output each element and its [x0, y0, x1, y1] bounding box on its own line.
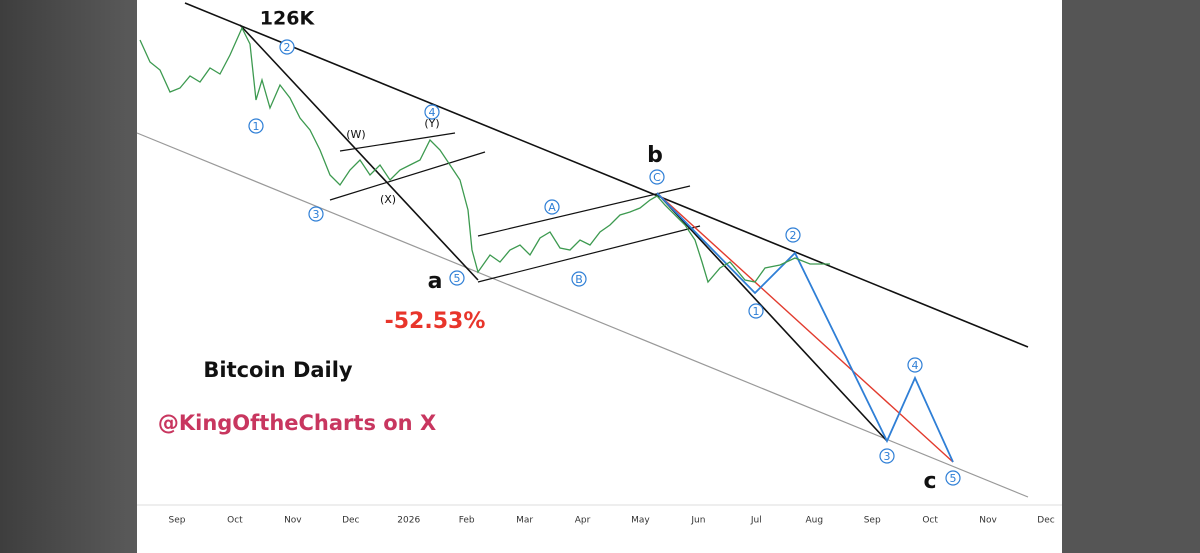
x-tick-label: May [631, 516, 650, 526]
annotation: -52.53% [385, 309, 486, 334]
annotation: c [923, 469, 936, 494]
wave-text: B [575, 273, 583, 286]
wave-label: 1 [748, 303, 764, 319]
wave-label: 3 [308, 206, 324, 222]
wave-text: 2 [790, 229, 797, 242]
wave-text: 2 [284, 41, 291, 54]
x-tick-label: Jul [750, 516, 762, 526]
wave-label: 4 [907, 357, 923, 373]
wave-text: 3 [313, 208, 320, 221]
x-tick-label: Dec [342, 516, 359, 526]
wave-text: 5 [950, 472, 957, 485]
annotation: (Y) [424, 117, 439, 130]
x-tick-label: Aug [805, 516, 823, 526]
wave-text: A [548, 201, 556, 214]
wave-label: 2 [279, 39, 295, 55]
x-tick-label: Feb [459, 516, 475, 526]
x-tick-label: Nov [979, 516, 997, 526]
x-tick-label: 2026 [397, 516, 420, 526]
annotation: 126K [260, 8, 316, 30]
x-tick-label: Oct [227, 516, 243, 526]
wave-label: 1 [248, 118, 264, 134]
wave-text: 5 [454, 272, 461, 285]
plot-area [137, 0, 1062, 553]
trend-lines [136, 2, 1029, 498]
x-tick-label: Jun [690, 516, 705, 526]
wave-text: 4 [429, 106, 436, 119]
price-path [139, 26, 830, 284]
wave-label: 3 [879, 448, 895, 464]
x-tick-label: Nov [284, 516, 302, 526]
x-axis: Sep Oct Nov Dec 2026 Feb Mar Apr May Jun Jul Aug Sep… [169, 516, 1055, 526]
annotation: b [647, 143, 663, 168]
wave-label: 5 [945, 470, 961, 486]
side-panel [0, 0, 137, 553]
wave-label: 5 [449, 270, 465, 286]
wave-text: 1 [753, 305, 760, 318]
x-tick-label: Sep [169, 516, 186, 526]
wave-text: 3 [884, 450, 891, 463]
chart-title: Bitcoin Daily [203, 358, 353, 382]
annotation: a [428, 269, 443, 294]
wave-label: C [649, 169, 665, 185]
wave-label: 2 [785, 227, 801, 243]
wave-text: C [653, 171, 661, 184]
x-tick-label: Dec [1037, 516, 1054, 526]
x-tick-label: Mar [516, 516, 533, 526]
wave-label: 4 [424, 104, 440, 120]
wave-text: 1 [253, 120, 260, 133]
wave-label: B [571, 271, 587, 287]
x-tick-label: Sep [864, 516, 881, 526]
wave-text: 4 [912, 359, 919, 372]
x-tick-label: Apr [575, 516, 591, 526]
wave-label: A [544, 199, 560, 215]
annotation: (W) [346, 128, 365, 141]
annotation: (X) [380, 193, 396, 206]
chart-subtitle: @KingOftheCharts on X [158, 411, 436, 435]
side-panel [1062, 0, 1200, 553]
x-tick-label: Oct [922, 516, 938, 526]
